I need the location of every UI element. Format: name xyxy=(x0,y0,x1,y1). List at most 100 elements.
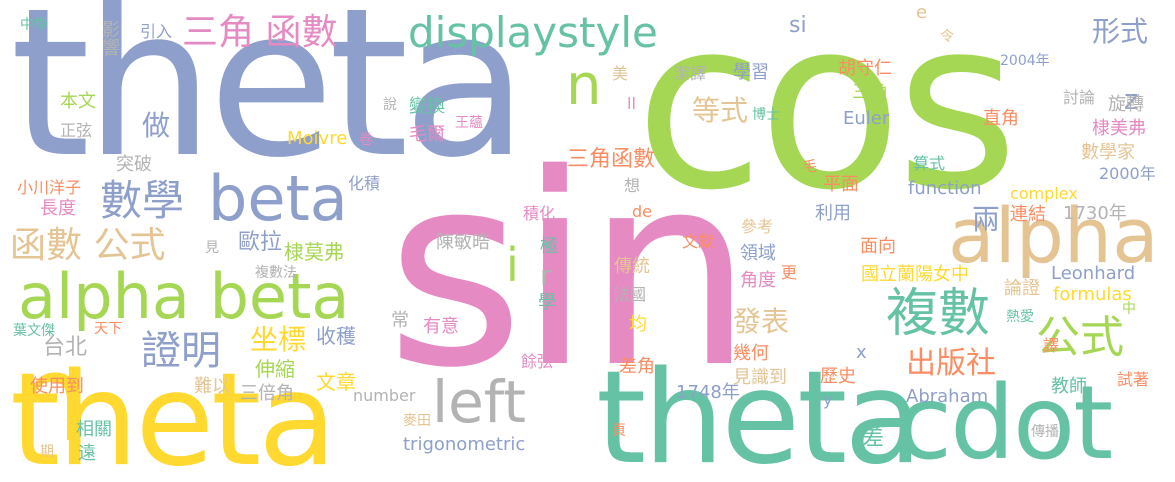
word-benwen: 本文 xyxy=(60,91,96,112)
word-yuan: 遠 xyxy=(78,443,96,464)
word-youyi: 有意 xyxy=(423,316,459,337)
word-shuxue: 數學 xyxy=(100,176,185,225)
word-xuanzhuan: 旋轉 xyxy=(1108,94,1144,115)
word-zuobiao: 坐標 xyxy=(250,323,307,356)
word-chang: 常 xyxy=(391,310,409,331)
word-euler: Euler xyxy=(843,108,890,129)
word-liang: 兩 xyxy=(972,203,1001,236)
word-e: e xyxy=(916,2,928,23)
word-xue: 學 xyxy=(538,292,556,313)
word-cos: cos xyxy=(635,0,1018,242)
word-1730: 1730年 xyxy=(1063,203,1127,224)
word-lishi: 歷史 xyxy=(820,366,856,387)
word-huaji: 化積 xyxy=(348,174,381,193)
word-dimeifu: 棣美弗 xyxy=(1092,118,1146,139)
word-gongshi: 公式 xyxy=(1036,312,1124,363)
word-shensuo: 伸縮 xyxy=(255,357,295,381)
word-chuantong: 傳統 xyxy=(614,256,650,277)
word-mianxiang: 面向 xyxy=(860,236,896,257)
word-zuo: 做 xyxy=(142,109,171,142)
word-trigonometric: trigonometric xyxy=(403,434,526,455)
word-sanbeijiao: 三倍角 xyxy=(240,383,294,404)
word-displaystyle: displaystyle xyxy=(408,8,658,57)
word-jianshidao: 見識到 xyxy=(733,367,787,388)
word-moivre: Moivre xyxy=(287,128,348,149)
word-taibei: 台北 xyxy=(43,335,88,360)
word-ll: ll xyxy=(627,94,636,113)
word-jieyi: 潔譯 xyxy=(674,64,707,83)
word-bianhuan: 變換 xyxy=(409,96,445,117)
word-wenxian: 文獻 xyxy=(682,232,715,251)
word-si: si xyxy=(789,13,807,38)
word-zhengxian: 正弦 xyxy=(60,121,93,140)
word-sanjiao-hanshu: 三角 函數 xyxy=(182,12,338,53)
word-liyong: 利用 xyxy=(815,203,851,224)
word-r: r xyxy=(540,259,552,292)
word-tupo: 突破 xyxy=(116,154,152,175)
word-maoer: 毛爾 xyxy=(409,124,445,145)
word-theta-bottom: theta xyxy=(10,346,337,482)
word-yuxian: 餘弦 xyxy=(521,352,554,371)
word-shouhuo: 收穫 xyxy=(316,324,356,348)
word-shiyongdao: 使用到 xyxy=(30,376,84,397)
word-wenzhang: 文章 xyxy=(316,370,356,394)
word-yingxiang: 影響 xyxy=(99,20,120,56)
word-maitian: 麥田 xyxy=(403,413,431,429)
word-x: x xyxy=(856,342,867,363)
word-n-yellow: n xyxy=(12,330,89,469)
word-jian: 見 xyxy=(205,240,219,256)
word-qi: 期 xyxy=(40,444,54,460)
word-lanyang: 國立蘭陽女中 xyxy=(861,264,969,285)
word-xiaochuan: 小川洋子 xyxy=(17,178,82,197)
word-reai: 熱愛 xyxy=(1006,309,1034,325)
word-number: number xyxy=(353,386,416,405)
word-theta-top: theta xyxy=(10,0,528,203)
word-xiang: 想 xyxy=(624,176,641,195)
word-fushufa: 複數法 xyxy=(255,265,297,281)
word-hushouren: 胡守仁 xyxy=(838,58,892,79)
word-left: left xyxy=(432,368,526,436)
word-de: de xyxy=(632,202,652,221)
word-chenminhao: 陳敏晧 xyxy=(436,232,490,253)
word-function: function xyxy=(908,178,982,199)
word-fabiao: 發表 xyxy=(733,305,790,338)
word-shizhe: 試著 xyxy=(1117,370,1150,389)
word-dimofu: 棣莫弗 xyxy=(284,240,344,264)
word-2000: 2000年 xyxy=(1099,164,1156,183)
word-taolun: 討論 xyxy=(1063,88,1096,107)
word-yewenjie: 葉文傑 xyxy=(13,323,55,339)
word-shuo: 說 xyxy=(383,97,397,113)
word-zhengming: 證明 xyxy=(141,328,221,374)
word-cdot: cdot xyxy=(896,364,1113,482)
word-jun: 均 xyxy=(629,314,647,335)
word-xingshi: 形式 xyxy=(1092,15,1149,48)
word-y: y xyxy=(823,390,833,409)
word-n-green: n xyxy=(566,53,602,118)
word-1748: 1748年 xyxy=(676,382,740,403)
word-sanjiao-hanshu-small: 三角函數 xyxy=(567,147,656,172)
word-changdu: 長度 xyxy=(40,198,76,219)
word-nanyi: 難以 xyxy=(194,376,230,397)
word-chajiao: 差角 xyxy=(619,356,655,377)
word-geng: 更 xyxy=(781,263,798,282)
word-jihe: 幾何 xyxy=(733,343,769,364)
word-abraham: Abraham xyxy=(906,386,989,407)
word-faguo: 法國 xyxy=(614,285,647,304)
word-z: z xyxy=(1124,83,1139,116)
word-mei: 美 xyxy=(612,64,629,83)
word-sin: sin xyxy=(386,118,754,426)
word-cha: 差 xyxy=(862,426,885,451)
word-zhongxue: 中學 xyxy=(20,17,48,33)
word-suanshi: 算式 xyxy=(913,154,946,173)
word-tianxia: 天下 xyxy=(94,321,122,337)
word-chubanshe: 出版社 xyxy=(906,346,996,381)
word-shuxuejia: 數學家 xyxy=(1081,142,1135,163)
word-formulas: formulas xyxy=(1053,284,1132,305)
word-ling: 令 xyxy=(940,29,954,45)
word-mao: 毛 xyxy=(803,159,817,175)
word-alpha: alpha xyxy=(948,191,1159,280)
word-zhong: 中 xyxy=(1122,301,1136,317)
word-xuexi: 學習 xyxy=(733,62,769,83)
word-oula: 歐拉 xyxy=(238,230,283,255)
